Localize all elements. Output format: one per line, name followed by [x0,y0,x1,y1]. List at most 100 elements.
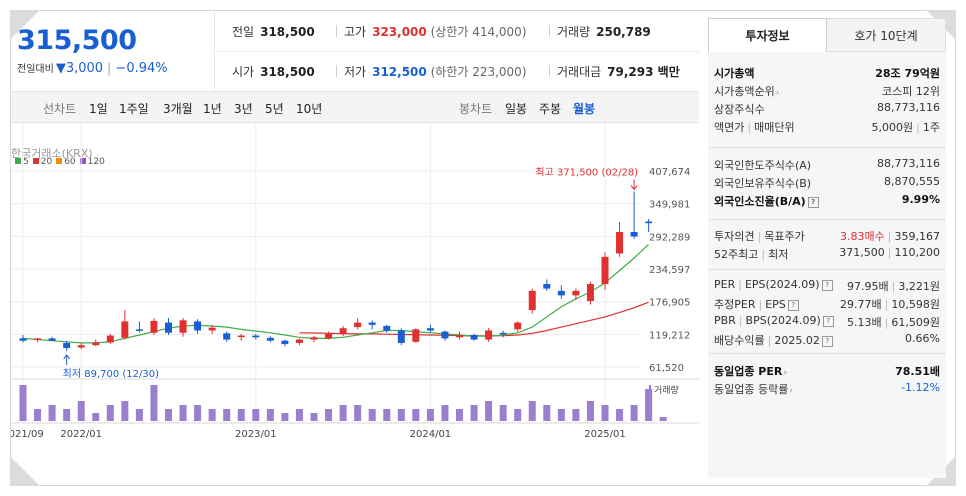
stock-main-panel: 315,500 전일대비 ▼3,000 | −0.94% 전일 318,500 고가 32… [11,11,699,485]
opinion-section: 투자의견 | 목표주가 3.83매수 | 359,167 52주최고 | 최저 371,500 |… [708,219,946,270]
volume-bar [485,401,493,421]
current-price: 315,500 [17,25,137,56]
legend-entry: 120 [87,157,105,167]
candle-body [426,328,434,331]
volume-bar [456,409,463,421]
divider: | [107,61,112,76]
period-10y[interactable]: 10년 [296,102,323,116]
change-label: 전일대비 [17,64,54,75]
change-percent: −0.94% [115,61,168,76]
candle-body [194,321,202,331]
x-tick-label: 2021/09 [11,429,44,440]
market-cap-row: 시가총액 28조 79억원 [714,67,940,80]
price-chart-svg: 407,674 349,981 292,289 234,597 176,905 119,2… [11,123,699,440]
candle-body [325,333,333,339]
volume-bar [19,385,27,421]
volume-bar [659,417,667,421]
candle-body [339,328,347,334]
candle-body [19,338,27,341]
current-price-box: 315,500 전일대비 ▼3,000 | −0.94% [11,11,215,92]
info-tabs: 투자정보 호가 10단계 [708,18,946,52]
foreign-ratio-row: 외국인소진율(B/A)? 9.99% [714,193,940,208]
volume-bar [528,401,536,421]
industry-rate-row[interactable]: 동일업종 등락률› -1.12% [714,381,940,396]
industry-per-row[interactable]: 동일업종 PER› 78.51배 [714,365,940,378]
candle-body [456,335,463,338]
market-cap-rank-row[interactable]: 시가총액순위› 코스피 12위 [714,85,940,98]
min-arrow-icon [63,354,71,360]
volume-bar [543,405,551,421]
x-tick-label: 2025/01 [584,429,626,440]
candle-body [383,325,391,331]
candle-daily[interactable]: 일봉 [505,102,528,116]
foreign-section: 외국인한도주식수(A) 88,773,116 외국인보유주식수(B) 8,870,5… [708,147,946,220]
volume-bar [266,409,274,421]
volume-bar [354,405,362,421]
help-icon: ? [821,336,833,347]
legend-swatch [15,158,21,164]
foreign-limit-row: 외국인한도주식수(A) 88,773,116 [714,157,940,172]
period-5y[interactable]: 5년 [265,102,284,116]
min-price-annotation: 최저 89,700 (12/30) [63,368,159,380]
tab-orderbook[interactable]: 호가 10단계 [827,18,946,52]
candle-body [645,221,653,224]
day-high: 고가 323,000 (상한가 414,000) [344,25,527,39]
period-3y[interactable]: 3년 [234,102,253,116]
candle-body [106,335,114,343]
volume-bar [616,409,624,421]
chart-source: 한국거래소(KRX) [11,147,93,160]
candle-monthly[interactable]: 월봉 [573,102,596,116]
volume-bar [252,409,260,421]
divider [549,25,550,37]
candle-body [150,320,158,333]
period-1w[interactable]: 1주일 [119,102,149,116]
quote-row: 전일 318,500 고가 323,000 (상한가 414,000) 거래량 250… [214,11,699,52]
volume-bar [412,409,420,421]
volume: 거래량 250,789 [557,25,651,39]
line-chart-label: 선차트 [43,102,77,116]
period-1y[interactable]: 1년 [203,102,222,116]
candle-body [121,321,129,338]
volume-bar [194,405,202,421]
volume-legend-label: 거래량 [654,384,679,396]
est-per-row: 추정PER | EPS? 29.77배 | 10,598원 [714,298,940,311]
industry-section: 동일업종 PER› 78.51배 동일업종 등락률› -1.12% [708,353,946,403]
candle-body [514,322,522,330]
y-tick-label: 292,289 [649,232,690,243]
volume-bar [630,405,638,421]
candle-body [543,284,551,289]
volume-bar [310,413,318,421]
volume-bar [223,409,231,421]
invest-info-content: 시가총액 28조 79억원 시가총액순위› 코스피 12위 상장주식수 88,773,… [708,52,946,478]
legend-swatch [32,158,39,164]
dividend-row: 배당수익률 | 2025.02? 0.66% [714,332,940,347]
w52-row: 52주최고 | 최저 371,500 | 110,200 [714,246,940,261]
y-tick-label: 349,981 [649,200,690,211]
candle-body [572,290,580,296]
candle-body [397,330,405,343]
period-3m[interactable]: 3개월 [163,102,193,116]
period-1d[interactable]: 1일 [89,102,108,116]
legend-entry: 60 [64,157,76,167]
volume-bar [601,405,609,421]
max-arrow-icon [630,185,638,191]
x-tick-label: 2024/01 [410,429,452,440]
candle-body [92,342,100,346]
volume-bar [499,405,507,421]
candle-body [601,256,609,285]
volume-bar [383,409,391,421]
candle-weekly[interactable]: 주봉 [539,102,562,116]
candle-body [48,338,56,341]
volume-bar [645,389,653,421]
volume-bar [77,401,85,421]
candle-body [557,290,565,296]
volume-bar [179,405,187,421]
volume-bar [557,409,565,421]
candle-body [165,322,172,333]
quote-row: 시가 318,500 저가 312,500 (하한가 223,000) 거래대금 79… [214,51,699,91]
chart-period-bar: 선차트 1일 1주일 3개월 1년 3년 5년 10년 봉차트 일봉 주봉 월봉 [11,92,699,123]
volume-bar [441,405,449,421]
y-tick-label: 119,212 [649,330,690,341]
tab-invest-info[interactable]: 투자정보 [708,18,827,52]
volume-bar [368,409,376,421]
